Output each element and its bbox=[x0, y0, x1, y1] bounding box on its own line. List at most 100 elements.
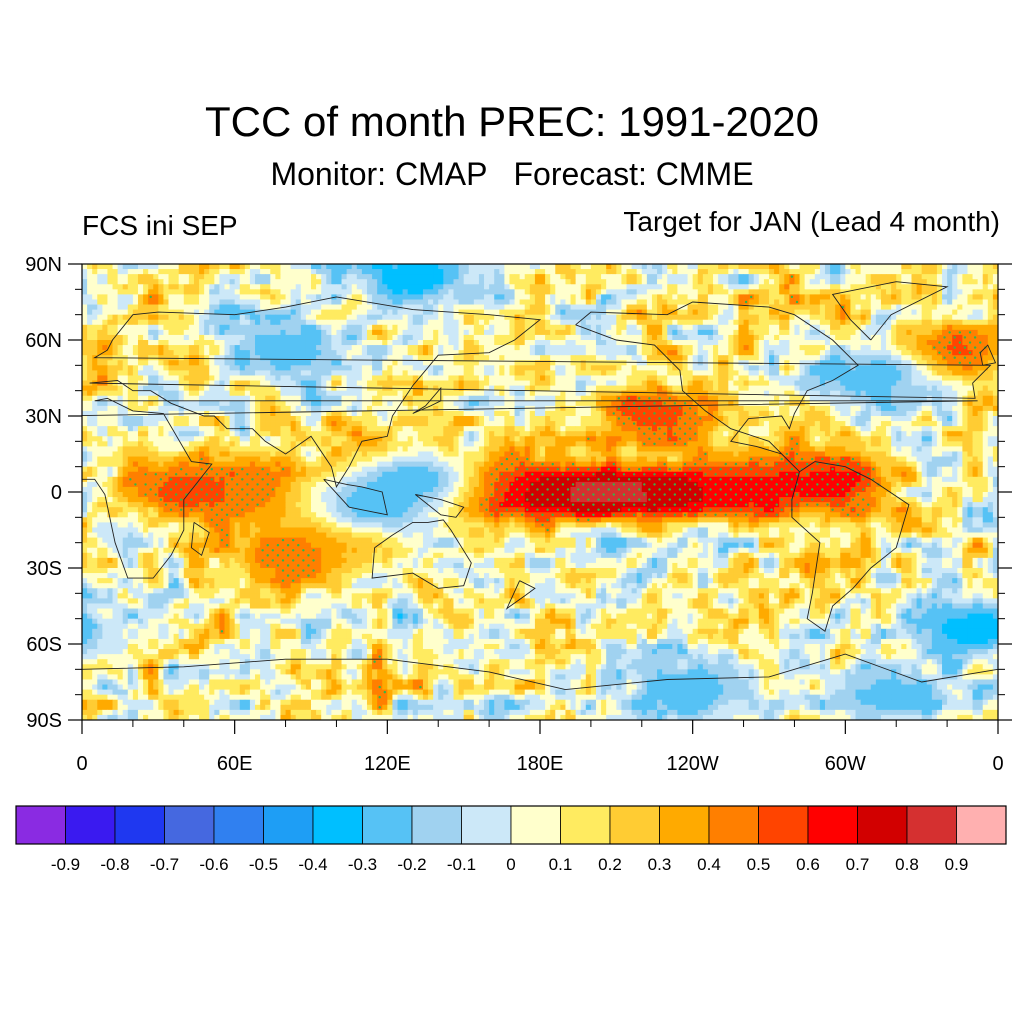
field-cell bbox=[422, 350, 429, 356]
field-cell bbox=[682, 269, 688, 275]
field-cell bbox=[601, 294, 607, 300]
field-cell bbox=[987, 274, 994, 280]
field-cell bbox=[499, 314, 505, 321]
field-cell bbox=[433, 274, 439, 280]
field-cell bbox=[880, 345, 887, 351]
field-cell bbox=[224, 360, 230, 366]
field-cell bbox=[835, 304, 841, 310]
field-cell bbox=[702, 304, 709, 310]
field-cell bbox=[199, 289, 205, 295]
field-cell bbox=[326, 380, 332, 386]
field-cell bbox=[870, 324, 877, 331]
field-cell bbox=[183, 340, 190, 346]
field-cell bbox=[667, 400, 673, 407]
field-cell bbox=[860, 360, 867, 366]
field-cell bbox=[621, 334, 627, 341]
field-cell bbox=[392, 314, 398, 321]
field-cell bbox=[585, 319, 592, 326]
field-cell bbox=[361, 334, 368, 341]
field-cell bbox=[743, 365, 750, 371]
field-cell bbox=[687, 279, 694, 285]
field-cell bbox=[484, 299, 490, 305]
field-cell bbox=[438, 294, 444, 300]
field-cell bbox=[244, 324, 251, 331]
field-cell bbox=[509, 340, 515, 346]
field-cell bbox=[967, 380, 973, 386]
field-cell bbox=[219, 385, 225, 392]
field-cell bbox=[651, 380, 658, 386]
field-cell bbox=[107, 340, 113, 346]
field-cell bbox=[921, 385, 928, 392]
field-cell bbox=[601, 400, 607, 407]
field-cell bbox=[616, 279, 622, 285]
field-cell bbox=[880, 309, 887, 316]
field-cell bbox=[361, 319, 368, 326]
field-cell bbox=[239, 319, 246, 326]
field-cell bbox=[758, 400, 765, 407]
field-cell bbox=[412, 365, 419, 371]
field-cell bbox=[875, 390, 882, 397]
field-cell bbox=[336, 269, 342, 275]
field-cell bbox=[361, 355, 368, 361]
field-cell bbox=[804, 304, 811, 310]
field-cell bbox=[758, 299, 765, 305]
field-cell bbox=[942, 365, 948, 371]
field-cell bbox=[718, 334, 724, 341]
field-cell bbox=[926, 340, 933, 346]
field-cell bbox=[850, 264, 856, 270]
field-cell bbox=[290, 345, 297, 351]
field-cell bbox=[840, 279, 846, 285]
field-cell bbox=[565, 395, 571, 402]
field-cell bbox=[87, 309, 93, 316]
field-cell bbox=[122, 294, 129, 300]
field-cell bbox=[906, 395, 912, 402]
field-cell bbox=[433, 299, 439, 305]
field-cell bbox=[97, 264, 103, 270]
field-cell bbox=[774, 304, 780, 310]
field-cell bbox=[229, 395, 236, 402]
field-cell bbox=[153, 385, 159, 392]
field-cell bbox=[275, 350, 281, 356]
field-cell bbox=[814, 365, 821, 371]
field-cell bbox=[448, 304, 454, 310]
field-cell bbox=[733, 395, 739, 402]
field-cell bbox=[697, 340, 704, 346]
field-cell bbox=[336, 289, 342, 295]
field-cell bbox=[565, 334, 571, 341]
field-cell bbox=[478, 375, 485, 381]
field-cell bbox=[947, 385, 953, 392]
field-cell bbox=[514, 279, 521, 285]
field-cell bbox=[97, 294, 103, 300]
field-cell bbox=[962, 269, 968, 275]
field-cell bbox=[137, 365, 144, 371]
field-cell bbox=[356, 360, 363, 366]
field-cell bbox=[188, 340, 195, 346]
field-cell bbox=[397, 350, 403, 356]
field-cell bbox=[107, 274, 113, 280]
field-cell bbox=[662, 264, 668, 270]
field-cell bbox=[840, 370, 846, 376]
field-cell bbox=[229, 299, 236, 305]
field-cell bbox=[702, 400, 709, 407]
field-cell bbox=[468, 274, 475, 280]
field-cell bbox=[158, 340, 164, 346]
field-cell bbox=[484, 324, 490, 331]
field-cell bbox=[92, 269, 98, 275]
field-cell bbox=[555, 355, 561, 361]
field-cell bbox=[519, 390, 526, 397]
field-cell bbox=[707, 269, 714, 275]
field-cell bbox=[92, 345, 98, 351]
field-cell bbox=[311, 345, 317, 351]
field-cell bbox=[153, 340, 159, 346]
field-cell bbox=[153, 365, 159, 371]
field-cell bbox=[148, 319, 154, 326]
field-cell bbox=[733, 319, 739, 326]
field-cell bbox=[540, 324, 546, 331]
field-cell bbox=[412, 334, 419, 341]
field-cell bbox=[962, 370, 968, 376]
field-cell bbox=[835, 334, 841, 341]
field-cell bbox=[305, 355, 312, 361]
field-cell bbox=[524, 395, 531, 402]
field-cell bbox=[193, 309, 200, 316]
field-cell bbox=[127, 319, 134, 326]
